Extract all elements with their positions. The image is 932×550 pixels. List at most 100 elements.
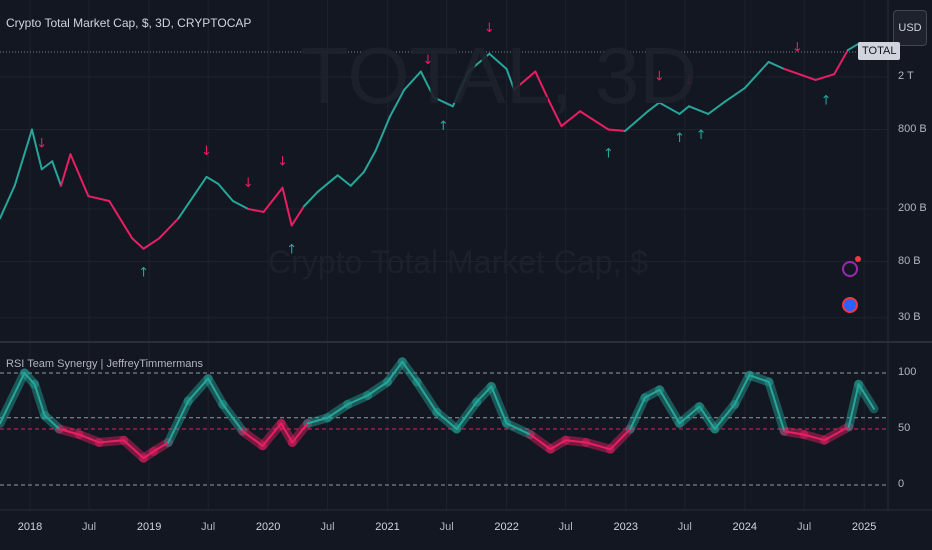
time-axis-label: 2020 — [255, 521, 281, 533]
sell-arrow-icon: ↓ — [423, 53, 434, 68]
time-axis-label: Jul — [439, 521, 454, 533]
rsi-line-segment — [98, 439, 125, 444]
us-flag-icon[interactable] — [842, 297, 858, 313]
price-line-segment — [678, 105, 690, 115]
price-line-segment — [467, 52, 491, 73]
rsi-line-segment — [629, 396, 646, 430]
price-line-segment — [658, 101, 681, 115]
price-line-segment — [60, 153, 72, 187]
price-axis-label: 80 B — [898, 254, 921, 267]
time-axis-label: Jul — [82, 521, 97, 533]
notification-dot — [855, 256, 861, 262]
rsi-line-segment — [23, 372, 36, 386]
rsi-line-segment — [366, 380, 389, 397]
rsi-line-segment — [152, 441, 170, 453]
price-line-segment — [362, 150, 377, 174]
sell-arrow-icon: ↓ — [792, 41, 803, 56]
sell-arrow-icon: ↓ — [243, 176, 254, 191]
price-line-segment — [548, 100, 563, 128]
rsi-line-segment — [415, 380, 438, 414]
price-line-segment — [687, 105, 710, 115]
price-line-segment — [303, 190, 319, 208]
price-line-segment — [814, 73, 836, 81]
price-line-segment — [158, 217, 180, 240]
rsi-line-segment — [475, 385, 493, 404]
price-line-segment — [723, 87, 746, 103]
rsi-line-segment — [678, 405, 701, 425]
rsi-line-segment — [823, 425, 850, 442]
rsi-line-segment — [241, 430, 264, 447]
rsi-line-segment — [435, 411, 458, 430]
price-line-segment — [247, 208, 265, 213]
rsi-line-segment — [733, 374, 751, 406]
time-axis-label: Jul — [558, 521, 573, 533]
rsi-line-segment — [187, 377, 210, 402]
buy-arrow-icon: ↑ — [138, 266, 149, 281]
rsi-line-segment — [490, 385, 508, 425]
time-axis-label: Jul — [320, 521, 335, 533]
price-line-segment — [833, 49, 849, 76]
rsi-line-segment — [847, 383, 860, 428]
price-line-segment — [624, 110, 649, 132]
buy-arrow-icon: ↑ — [674, 131, 685, 146]
rsi-line-segment — [455, 401, 478, 430]
sell-arrow-icon: ↓ — [684, 73, 695, 88]
time-axis-label: Jul — [797, 521, 812, 533]
time-axis-label: 2018 — [17, 521, 43, 533]
price-line-segment — [0, 184, 16, 220]
price-line-segment — [607, 128, 627, 132]
rsi-line-segment — [207, 377, 224, 406]
rsi-axis-label: 50 — [898, 422, 911, 434]
price-line-segment — [451, 70, 470, 108]
sell-arrow-icon: ↓ — [654, 70, 665, 85]
rsi-line-segment — [291, 422, 309, 444]
rsi-line-segment — [261, 422, 283, 447]
sell-arrow-icon: ↓ — [36, 136, 47, 151]
buy-arrow-icon: ↑ — [286, 242, 297, 257]
price-line-segment — [846, 42, 861, 52]
price-line-segment — [388, 88, 406, 118]
currency-button[interactable]: USD — [893, 10, 927, 46]
lightning-icon[interactable] — [842, 261, 858, 277]
rsi-line-segment — [280, 422, 294, 444]
rsi-axis-label: 0 — [898, 478, 905, 490]
rsi-line-segment — [221, 403, 244, 433]
price-line-segment — [403, 70, 422, 91]
price-line-segment — [290, 205, 306, 227]
time-axis-label: 2021 — [375, 521, 400, 533]
price-line-segment — [281, 186, 293, 227]
rsi-line-segment — [529, 433, 552, 451]
rsi-line-segment — [584, 441, 612, 451]
symbol-price-tag: TOTAL — [858, 42, 901, 60]
price-line-segment — [513, 70, 537, 91]
price-line-segment — [217, 182, 234, 202]
price-line-segment — [646, 101, 661, 113]
rsi-line-segment — [658, 388, 681, 425]
price-line-segment — [349, 171, 365, 187]
price-line-segment — [51, 160, 63, 187]
price-line-segment — [30, 128, 43, 171]
rsi-line-segment — [0, 372, 26, 425]
price-line-segment — [783, 67, 817, 81]
price-line-segment — [707, 100, 726, 115]
time-axis-label: 2019 — [136, 521, 162, 533]
rsi-line-segment — [167, 400, 190, 444]
indicator-title[interactable]: RSI Team Synergy | JeffreyTimmermans — [6, 358, 204, 370]
rsi-line-segment — [803, 433, 826, 442]
price-line-segment — [505, 67, 516, 91]
rsi-line-segment — [122, 439, 145, 460]
price-line-segment — [560, 110, 582, 128]
price-line-segment — [205, 175, 220, 185]
rsi-line-segment — [698, 405, 716, 430]
price-line-segment — [432, 96, 454, 108]
price-axis-label: 200 B — [898, 202, 927, 214]
symbol-watermark: TOTAL, 3D — [300, 31, 698, 120]
price-line-segment — [534, 70, 551, 103]
rsi-line-segment — [43, 414, 61, 430]
rsi-line-segment — [767, 380, 786, 433]
rsi-line-segment — [564, 439, 587, 444]
time-axis-label: Jul — [677, 521, 692, 533]
price-line-segment — [108, 199, 134, 240]
price-line-segment — [419, 70, 435, 99]
